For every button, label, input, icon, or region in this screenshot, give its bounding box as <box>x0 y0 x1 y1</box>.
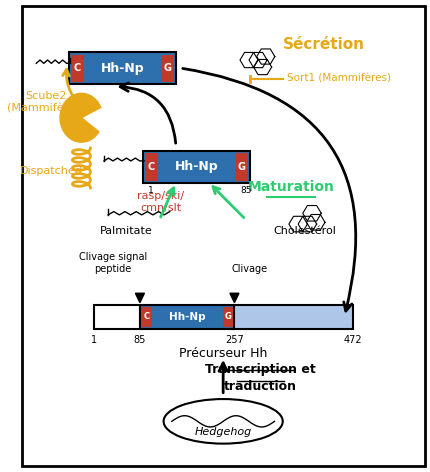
Text: Précurseur Hh: Précurseur Hh <box>179 347 267 360</box>
Text: C: C <box>144 312 150 321</box>
FancyArrowPatch shape <box>183 68 356 311</box>
FancyBboxPatch shape <box>142 307 151 326</box>
FancyBboxPatch shape <box>22 6 424 466</box>
Text: Transcription et
traduction: Transcription et traduction <box>205 362 316 393</box>
Polygon shape <box>230 293 239 303</box>
Text: Hh-Np: Hh-Np <box>169 312 206 322</box>
Text: C: C <box>74 63 81 73</box>
Text: Palmitate: Palmitate <box>100 226 153 236</box>
FancyBboxPatch shape <box>94 304 140 329</box>
Text: G: G <box>238 161 246 171</box>
Text: Clivage signal
peptide: Clivage signal peptide <box>79 253 147 274</box>
Text: 1: 1 <box>148 186 154 195</box>
Text: Hh-Np: Hh-Np <box>175 160 218 173</box>
Text: rasp/ski/
cmn/slt: rasp/ski/ cmn/slt <box>137 192 184 213</box>
FancyBboxPatch shape <box>143 151 250 183</box>
FancyBboxPatch shape <box>140 304 234 329</box>
Text: 257: 257 <box>225 335 244 345</box>
FancyBboxPatch shape <box>145 153 157 180</box>
Text: C: C <box>147 161 155 171</box>
Text: Scube2
(Mammifères): Scube2 (Mammifères) <box>7 92 85 113</box>
Text: Cholestérol: Cholestérol <box>273 226 336 236</box>
Wedge shape <box>60 93 101 142</box>
FancyBboxPatch shape <box>69 52 176 84</box>
Text: Dispatched: Dispatched <box>20 166 83 176</box>
Text: 472: 472 <box>343 335 362 345</box>
Text: 1: 1 <box>91 335 97 345</box>
Ellipse shape <box>163 399 283 444</box>
FancyBboxPatch shape <box>234 304 353 329</box>
Polygon shape <box>135 293 144 303</box>
Text: Maturation: Maturation <box>248 180 335 194</box>
Text: Sécrétion: Sécrétion <box>283 37 365 52</box>
FancyBboxPatch shape <box>71 55 83 81</box>
FancyBboxPatch shape <box>162 55 173 81</box>
Text: G: G <box>164 63 172 73</box>
FancyBboxPatch shape <box>236 153 247 180</box>
Text: Hh-Np: Hh-Np <box>101 61 144 75</box>
Text: Clivage: Clivage <box>232 264 268 274</box>
Text: 85: 85 <box>134 335 146 345</box>
FancyBboxPatch shape <box>223 307 232 326</box>
Text: 85: 85 <box>240 186 252 195</box>
Text: Sort1 (Mammifères): Sort1 (Mammifères) <box>287 74 391 84</box>
Text: G: G <box>224 312 231 321</box>
Text: Hedgehog: Hedgehog <box>194 428 252 438</box>
